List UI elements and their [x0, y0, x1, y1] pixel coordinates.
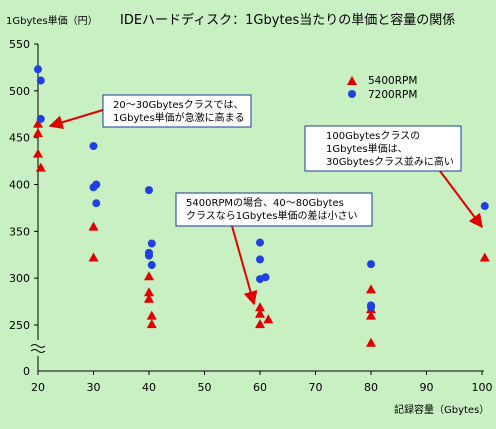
data-point-7200rpm	[480, 202, 489, 211]
annotation-box	[102, 94, 252, 128]
x-tick-label: 80	[364, 381, 378, 394]
data-point-5400rpm	[144, 271, 154, 281]
data-point-5400rpm	[479, 252, 490, 262]
y-ticks: 250 300 350 400 450 500 550	[9, 38, 38, 332]
y-tick-label: 450	[9, 132, 30, 145]
data-point-5400rpm	[35, 162, 46, 172]
annotation-line: 20〜30Gbytesクラスでは、	[113, 99, 244, 111]
y-tick-label: 400	[9, 179, 30, 192]
legend-label-5400rpm: 5400RPM	[368, 75, 417, 87]
x-ticks: 20 30 40 50 60 70 80 90 100	[31, 371, 493, 394]
data-point-5400rpm	[88, 221, 99, 231]
data-point-5400rpm	[255, 319, 265, 329]
data-point-7200rpm	[145, 186, 153, 195]
x-tick-label: 20	[31, 381, 45, 394]
annotation-line: クラスなら1Gbytes単価の差は小さい	[186, 209, 357, 222]
x-tick-label: 100	[472, 381, 493, 394]
data-point-7200rpm	[256, 238, 264, 247]
data-point-5400rpm	[255, 302, 265, 312]
y-tick-label: 300	[9, 272, 30, 285]
data-point-7200rpm	[36, 76, 45, 85]
annotation-line: 1Gbytes単価は、	[326, 142, 408, 155]
data-point-5400rpm	[33, 127, 43, 137]
data-point-5400rpm	[255, 308, 265, 318]
data-point-5400rpm	[366, 284, 376, 294]
data-point-7200rpm	[36, 114, 45, 123]
data-point-7200rpm	[92, 180, 101, 189]
data-point-5400rpm	[366, 310, 376, 320]
x-tick-label: 40	[142, 381, 156, 394]
data-point-5400rpm	[144, 287, 154, 297]
data-point-5400rpm	[144, 293, 154, 303]
annotation-arrow	[439, 170, 483, 229]
y-tick-label: 500	[9, 85, 30, 98]
annotation-box	[175, 192, 373, 227]
data-point-7200rpm	[34, 65, 42, 74]
data-point-7200rpm	[89, 142, 98, 151]
data-point-5400rpm	[146, 319, 157, 329]
legend-label-7200rpm: 7200RPM	[368, 89, 417, 101]
data-point-5400rpm	[33, 118, 43, 128]
data-point-7200rpm	[147, 261, 156, 270]
x-tick-label: 30	[87, 381, 101, 394]
chart-title: IDEハードディスク：1Gbytes当たりの単価と容量の関係	[120, 12, 455, 28]
data-point-5400rpm	[88, 252, 99, 262]
data-point-5400rpm	[366, 337, 376, 347]
legend-marker-7200rpm	[348, 90, 356, 98]
annotation-steep-rise: 20〜30Gbytesクラスでは、 1Gbytes単価が急激に高まる	[48, 94, 252, 130]
y-tick-label: 550	[9, 38, 30, 51]
y-tick-label-zero: 0	[23, 365, 30, 378]
annotation-line: 100Gbytesクラスの	[326, 130, 420, 142]
y-tick-label: 350	[9, 225, 30, 238]
data-point-7200rpm	[145, 251, 153, 260]
y-tick-label: 250	[9, 319, 30, 332]
axes: 0	[23, 44, 484, 378]
data-point-5400rpm	[33, 148, 43, 158]
legend: 5400RPM 7200RPM	[347, 75, 417, 101]
legend-marker-5400rpm	[347, 76, 357, 85]
annotation-box	[304, 125, 462, 172]
data-points	[33, 65, 490, 347]
data-point-7200rpm	[147, 239, 156, 248]
x-tick-label: 60	[253, 381, 267, 394]
x-tick-label: 90	[420, 381, 434, 394]
annotation-line: 5400RPMの場合、40〜80Gbytes	[186, 196, 344, 209]
annotation-line: 30Gbytesクラス並みに高い	[326, 155, 454, 168]
annotation-arrow	[48, 109, 104, 130]
x-tick-label: 50	[198, 381, 212, 394]
y-axis-label: 1Gbytes単価（円）	[6, 14, 98, 27]
x-tick-label: 70	[309, 381, 323, 394]
data-point-7200rpm	[92, 199, 101, 208]
data-point-5400rpm	[263, 314, 274, 324]
annotation-5400-small-diff: 5400RPMの場合、40〜80Gbytes クラスなら1Gbytes単価の差は…	[175, 192, 373, 306]
data-point-7200rpm	[367, 260, 375, 269]
annotation-arrow	[231, 225, 258, 306]
data-point-7200rpm	[367, 303, 375, 312]
annotation-line: 1Gbytes単価が急激に高まる	[113, 111, 245, 124]
data-point-7200rpm	[256, 255, 264, 264]
data-point-7200rpm	[261, 273, 270, 282]
x-axis-label: 記録容量（Gbytes）	[394, 403, 489, 416]
data-point-5400rpm	[146, 310, 157, 320]
axis-break-icon	[30, 344, 46, 353]
annotation-100gb: 100Gbytesクラスの 1Gbytes単価は、 30Gbytesクラス並みに…	[304, 125, 483, 229]
